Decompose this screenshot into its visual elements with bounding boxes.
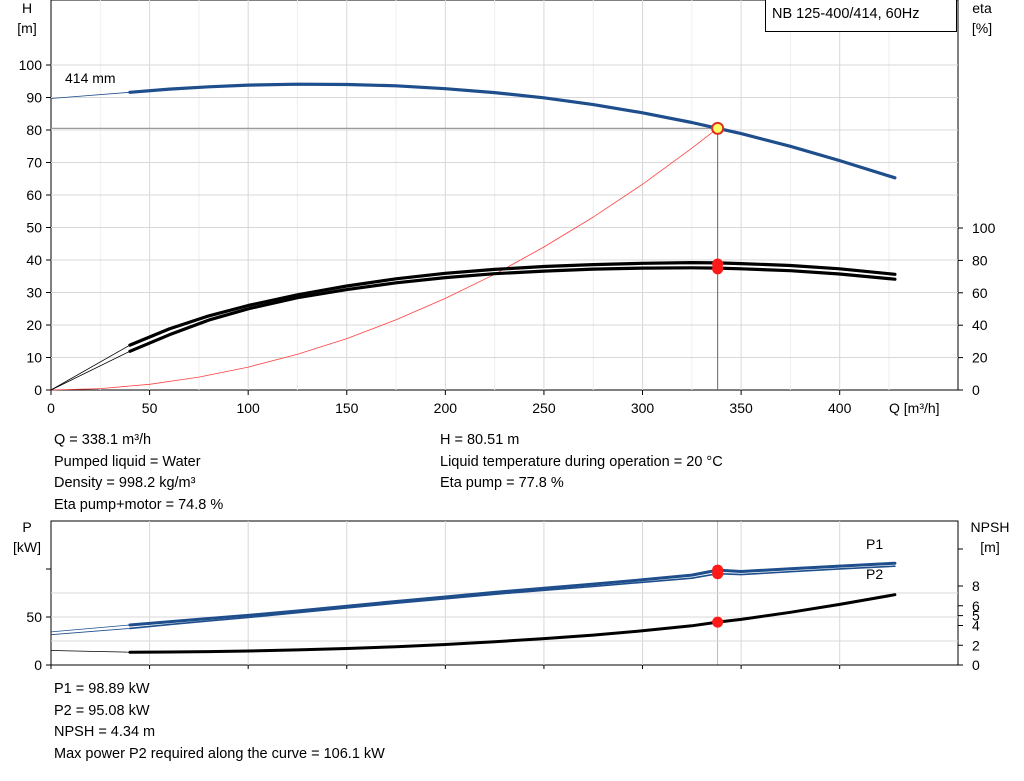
info-max-power: Max power P2 required along the curve = … <box>54 746 385 763</box>
p2-curve-line <box>129 565 896 630</box>
operating-point-eta-pump-motor-marker <box>712 263 724 275</box>
upper-right-tick-label: 40 <box>972 317 988 333</box>
upper-left-tick-label: 80 <box>26 122 42 138</box>
operating-point-npsh-marker <box>712 616 724 628</box>
upper-left-tick-label: 0 <box>34 382 42 398</box>
info-npsh: NPSH = 4.34 m <box>54 724 156 741</box>
upper-left-tick-label: 40 <box>26 252 42 268</box>
info-p1: P1 = 98.89 kW <box>54 681 150 697</box>
lower-right-tick-label: 2 <box>972 637 980 653</box>
eta-pump-motor-line <box>128 266 897 353</box>
upper-left-tick-label: 90 <box>26 90 42 106</box>
eta-pump-line <box>128 261 897 347</box>
lower-right-tick-label: 4 <box>972 618 980 634</box>
upper-left-tick-label: 20 <box>26 317 42 333</box>
upper-info-left: Q = 338.1 m³/h Pumped liquid = Water Den… <box>54 430 223 517</box>
info-p2: P2 = 95.08 kW <box>54 702 150 719</box>
upper-info-right: H = 80.51 m Liquid temperature during op… <box>440 430 723 495</box>
upper-right-tick-label: 20 <box>972 350 988 366</box>
upper-right-tick-label: 60 <box>972 285 988 301</box>
eta-pump-lead-line <box>50 344 131 391</box>
lower-right-axis-label: NPSH <box>971 519 1010 535</box>
upper-right-axis-label: eta <box>972 0 992 16</box>
chart-title: NB 125-400/414, 60Hz <box>772 6 920 22</box>
info-liquid-temperature: Liquid temperature during operation = 20… <box>440 453 723 470</box>
info-head: H = 80.51 m <box>440 432 520 448</box>
p1-curve-line <box>128 561 897 627</box>
upper-right-axis-unit: [%] <box>972 20 992 36</box>
lower-right-axis-unit: [m] <box>980 539 999 555</box>
upper-left-tick-label: 60 <box>26 187 42 203</box>
upper-left-tick-label: 30 <box>26 285 42 301</box>
x-tick-label: 100 <box>236 400 260 416</box>
operating-point-head-marker <box>711 121 725 135</box>
p1-series-label: P1 <box>866 536 883 552</box>
info-flow: Q = 338.1 m³/h <box>54 432 152 448</box>
p1-lead-line <box>50 624 130 633</box>
p2-series-label: P2 <box>866 566 883 582</box>
x-tick-label: 250 <box>532 400 556 416</box>
p2-lead-line <box>50 628 130 636</box>
lower-right-tick-label: 8 <box>972 578 980 594</box>
info-eta-pump-motor: Eta pump+motor = 74.8 % <box>54 497 224 514</box>
lower-info: P1 = 98.89 kW P2 = 95.08 kW NPSH = 4.34 … <box>54 679 385 766</box>
x-tick-label: 400 <box>828 400 852 416</box>
impeller-diameter-label: 414 mm <box>65 70 116 86</box>
x-tick-label: 350 <box>729 400 753 416</box>
upper-left-axis-unit: [m] <box>17 20 36 36</box>
operating-point-p2-marker <box>712 568 724 580</box>
system-curve-line <box>50 127 718 391</box>
eta-pump-motor-lead-line <box>50 350 131 391</box>
upper-left-tick-label: 10 <box>26 350 42 366</box>
x-tick-label: 300 <box>631 400 655 416</box>
upper-right-tick-label: 80 <box>972 252 988 268</box>
upper-left-tick-label: 70 <box>26 155 42 171</box>
lower-right-tick-label: 5 <box>972 608 980 624</box>
chart-title-box: NB 125-400/414, 60Hz <box>765 0 957 32</box>
lower-left-tick-label: 0 <box>34 657 42 673</box>
upper-left-tick-label: 100 <box>19 57 43 73</box>
lower-right-tick-label: 0 <box>972 657 980 673</box>
x-tick-label: 150 <box>335 400 359 416</box>
lower-right-tick-label: 6 <box>972 598 980 614</box>
head-curve-line <box>128 82 897 180</box>
info-eta-pump: Eta pump = 77.8 % <box>440 475 564 492</box>
x-tick-label: 0 <box>47 400 55 416</box>
x-tick-label: 200 <box>434 400 458 416</box>
info-density: Density = 998.2 kg/m³ <box>54 475 196 492</box>
info-liquid: Pumped liquid = Water <box>54 453 201 470</box>
upper-right-tick-label: 0 <box>972 382 980 398</box>
lower-left-axis-unit: [kW] <box>13 539 41 555</box>
lower-left-axis-label: P <box>22 519 31 535</box>
x-axis-label: Q [m³/h] <box>889 400 940 416</box>
npsh-lead-line <box>50 650 130 653</box>
upper-left-axis-label: H <box>22 0 32 16</box>
lower-left-tick-label: 50 <box>26 609 42 625</box>
upper-left-tick-label: 50 <box>26 220 42 236</box>
npsh-curve-line <box>128 593 897 654</box>
upper-right-tick-label: 100 <box>972 220 996 236</box>
head-lead-line <box>50 91 130 99</box>
x-tick-label: 50 <box>142 400 158 416</box>
